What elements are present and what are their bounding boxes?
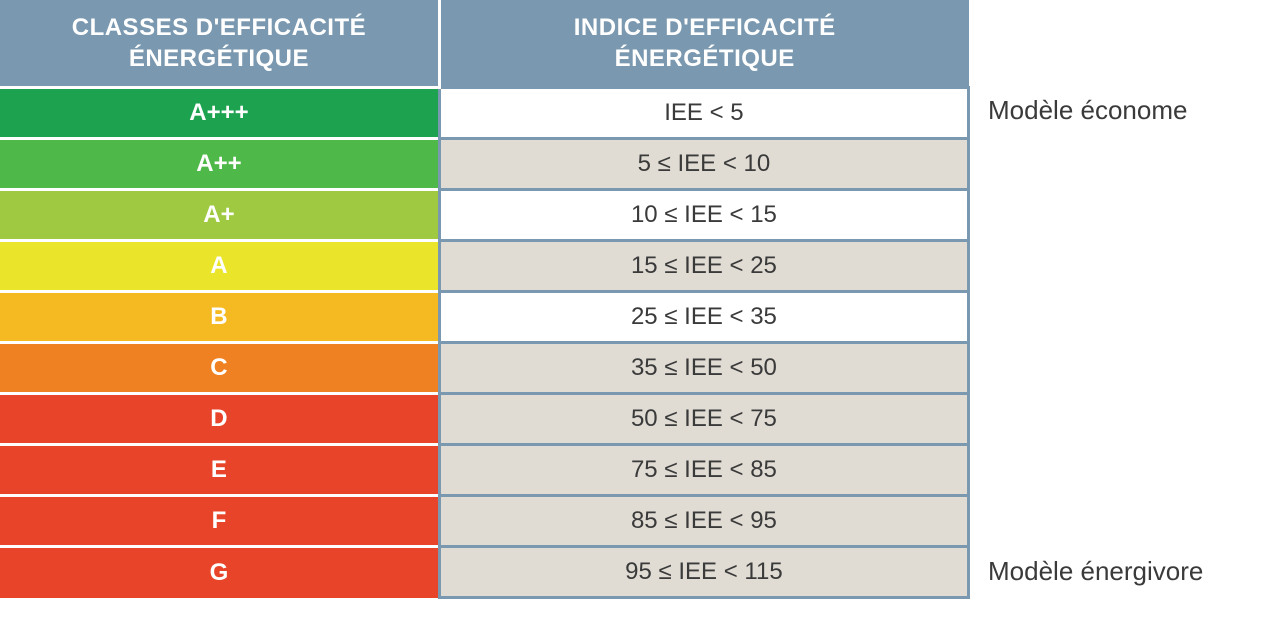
class-cell: C [0,343,439,394]
header-index-line1: INDICE D'EFFICACITÉ [574,14,836,41]
header-classes-line1: CLASSES D'EFFICACITÉ [72,14,366,41]
header-classes: CLASSES D'EFFICACITÉ ÉNERGÉTIQUE [0,0,439,88]
index-cell: 85 ≤ IEE < 95 [439,496,968,547]
index-cell: 35 ≤ IEE < 50 [439,343,968,394]
class-cell: F [0,496,439,547]
side-labels: Modèle économe Modèle énergivore [970,0,1264,599]
table-row: E75 ≤ IEE < 85 [0,445,969,496]
table-row: C35 ≤ IEE < 50 [0,343,969,394]
index-cell: 95 ≤ IEE < 115 [439,547,968,598]
energy-efficiency-table: CLASSES D'EFFICACITÉ ÉNERGÉTIQUE INDICE … [0,0,970,599]
table-row: D50 ≤ IEE < 75 [0,394,969,445]
table-row: A++5 ≤ IEE < 10 [0,139,969,190]
index-cell: IEE < 5 [439,88,968,139]
table-row: A15 ≤ IEE < 25 [0,241,969,292]
class-cell: A+++ [0,88,439,139]
index-cell: 75 ≤ IEE < 85 [439,445,968,496]
label-energivore: Modèle énergivore [988,556,1264,587]
index-cell: 10 ≤ IEE < 15 [439,190,968,241]
header-index-line2: ÉNERGÉTIQUE [615,45,795,72]
index-cell: 25 ≤ IEE < 35 [439,292,968,343]
class-cell: D [0,394,439,445]
table-header-row: CLASSES D'EFFICACITÉ ÉNERGÉTIQUE INDICE … [0,0,969,88]
index-cell: 15 ≤ IEE < 25 [439,241,968,292]
class-cell: G [0,547,439,598]
class-cell: B [0,292,439,343]
table-row: G95 ≤ IEE < 115 [0,547,969,598]
table-body: A+++IEE < 5A++5 ≤ IEE < 10A+10 ≤ IEE < 1… [0,88,969,598]
table-row: A+++IEE < 5 [0,88,969,139]
class-cell: A++ [0,139,439,190]
header-classes-line2: ÉNERGÉTIQUE [129,45,309,72]
energy-table-container: CLASSES D'EFFICACITÉ ÉNERGÉTIQUE INDICE … [0,0,1264,599]
class-cell: A [0,241,439,292]
table-row: A+10 ≤ IEE < 15 [0,190,969,241]
label-econome: Modèle économe [988,95,1264,126]
index-cell: 5 ≤ IEE < 10 [439,139,968,190]
table-row: F85 ≤ IEE < 95 [0,496,969,547]
header-index: INDICE D'EFFICACITÉ ÉNERGÉTIQUE [439,0,968,88]
table-row: B25 ≤ IEE < 35 [0,292,969,343]
class-cell: A+ [0,190,439,241]
index-cell: 50 ≤ IEE < 75 [439,394,968,445]
class-cell: E [0,445,439,496]
